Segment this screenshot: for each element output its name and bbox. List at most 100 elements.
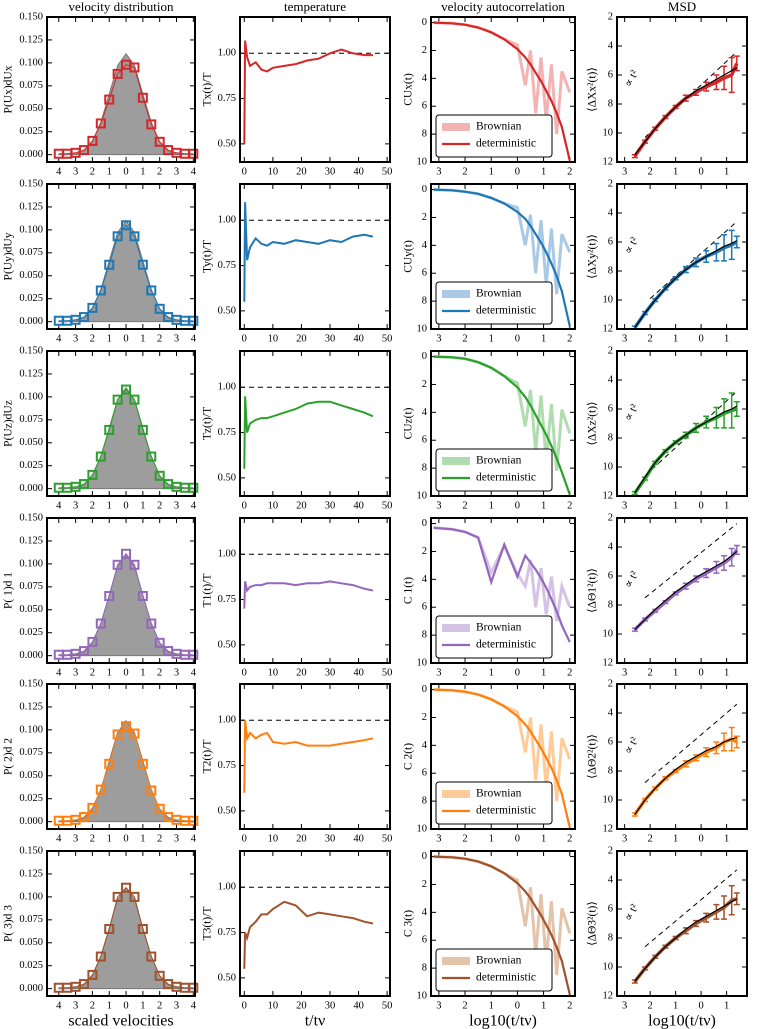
annotation: ∝ t² xyxy=(622,569,641,590)
annotation: ∝ t² xyxy=(622,902,641,923)
y-tick-label: 0.050 xyxy=(19,604,43,615)
distribution-point xyxy=(146,119,157,130)
y-tick-label: 10 xyxy=(603,461,614,472)
error-bar xyxy=(721,554,728,571)
x-tick-label: 0 xyxy=(698,833,703,844)
y-tick-label: 4 xyxy=(422,740,428,751)
x-tick-label: 1 xyxy=(489,833,494,844)
y-tick-label: 2 xyxy=(608,512,613,523)
y-tick-label: 8 xyxy=(422,463,427,474)
x-tick-label: 50 xyxy=(382,1000,393,1011)
y-tick-label: 0.125 xyxy=(19,868,43,879)
x-tick-label: 1 xyxy=(489,500,494,511)
x-tick-label: 2 xyxy=(157,500,162,511)
temperature-line xyxy=(243,40,373,144)
distribution-line xyxy=(58,224,194,322)
y-tick-label: 0.000 xyxy=(19,149,43,160)
plot-frame xyxy=(46,350,196,497)
y-tick-label: 0.000 xyxy=(19,483,43,494)
x-tick-label: 1 xyxy=(489,166,494,177)
y-tick-label: 10 xyxy=(417,490,428,501)
x-tick-label: 1 xyxy=(724,166,729,177)
distribution-point xyxy=(95,118,106,129)
y-axis-label: ⟨ΔΘ2²(t)⟩ xyxy=(587,734,599,779)
x-tick-label: 1 xyxy=(140,667,145,678)
x-tick-label: 2 xyxy=(462,833,467,844)
plot-frame xyxy=(46,183,196,330)
y-tick-label: 10 xyxy=(603,794,614,805)
y-tick-label: 0.000 xyxy=(19,983,43,994)
autocorrelation-line xyxy=(433,526,571,643)
y-tick-label: 1.00 xyxy=(218,215,236,226)
distribution-point xyxy=(79,479,89,490)
y-tick-label: 8 xyxy=(422,296,427,307)
x-tick-label: 3 xyxy=(73,833,78,844)
y-tick-label: 0.75 xyxy=(218,427,236,438)
x-tick-label: 20 xyxy=(296,1000,307,1011)
distribution-point xyxy=(129,231,140,242)
x-tick-label: 4 xyxy=(191,166,197,177)
x-tick-label: 3 xyxy=(73,1000,78,1011)
x-axis-label: scaled velocities xyxy=(68,1013,173,1029)
y-tick-label: 0.100 xyxy=(19,57,43,68)
y-axis-label: T1(t)/T xyxy=(202,574,214,608)
x-tick-label: 3 xyxy=(436,667,441,678)
y-tick-label: 4 xyxy=(422,407,428,418)
error-bar xyxy=(728,229,735,261)
x-tick-label: 1 xyxy=(140,166,145,177)
error-bar xyxy=(713,903,720,920)
plot-frame xyxy=(616,16,748,163)
y-tick-label: 2 xyxy=(608,345,613,356)
error-bar xyxy=(721,65,728,91)
x-tick-label: 2 xyxy=(157,333,162,344)
distribution-point xyxy=(95,285,106,296)
distribution-point xyxy=(188,815,199,826)
y-tick-label: 6 xyxy=(422,935,427,946)
guide-line xyxy=(644,869,738,948)
x-tick-label: 0 xyxy=(123,500,128,511)
y-tick-label: 6 xyxy=(422,602,427,613)
x-tick-label: 1 xyxy=(140,333,145,344)
y-tick-label: 8 xyxy=(422,963,427,974)
x-tick-label: 2 xyxy=(157,667,162,678)
x-tick-label: 1 xyxy=(107,833,112,844)
distribution-point xyxy=(87,469,98,480)
distribution-point xyxy=(137,424,148,435)
x-tick-label: 3 xyxy=(622,667,627,678)
x-tick-label: 3 xyxy=(174,333,179,344)
distribution-point xyxy=(188,982,199,993)
y-tick-label: 4 xyxy=(608,40,614,51)
x-tick-label: 20 xyxy=(296,833,307,844)
y-tick-label: 10 xyxy=(603,961,614,972)
x-tick-label: 0 xyxy=(123,667,128,678)
plot-frame xyxy=(239,350,391,497)
x-tick-label: 4 xyxy=(56,1000,62,1011)
annotation: ∝ t² xyxy=(622,735,641,756)
error-bar xyxy=(728,885,735,916)
x-tick-label: 2 xyxy=(567,333,572,344)
distribution-point xyxy=(87,969,98,980)
x-tick-label: 2 xyxy=(648,333,653,344)
plot-frame xyxy=(430,350,576,497)
reference-area xyxy=(57,386,195,490)
y-tick-label: 6 xyxy=(422,268,427,279)
y-tick-label: 0.075 xyxy=(19,414,43,425)
x-tick-label: 4 xyxy=(56,333,62,344)
temperature-line xyxy=(243,580,374,609)
legend-label: deterministic xyxy=(476,472,536,484)
x-tick-label: 3 xyxy=(73,166,78,177)
y-tick-label: 2 xyxy=(608,178,613,189)
x-tick-label: 0 xyxy=(698,166,703,177)
y-axis-label: CUz(t) xyxy=(403,407,415,439)
x-tick-label: 2 xyxy=(648,667,653,678)
x-tick-label: 10 xyxy=(268,1000,279,1011)
error-bar xyxy=(721,398,728,429)
y-tick-label: 0.000 xyxy=(19,650,43,661)
y-axis-label: P( 1)d 1 xyxy=(3,572,15,609)
error-bar xyxy=(631,154,638,159)
y-tick-label: 1.00 xyxy=(218,48,236,59)
y-tick-label: 6 xyxy=(608,570,613,581)
distribution-point xyxy=(95,784,106,795)
distribution-point xyxy=(87,636,98,647)
distribution-line xyxy=(58,552,194,656)
